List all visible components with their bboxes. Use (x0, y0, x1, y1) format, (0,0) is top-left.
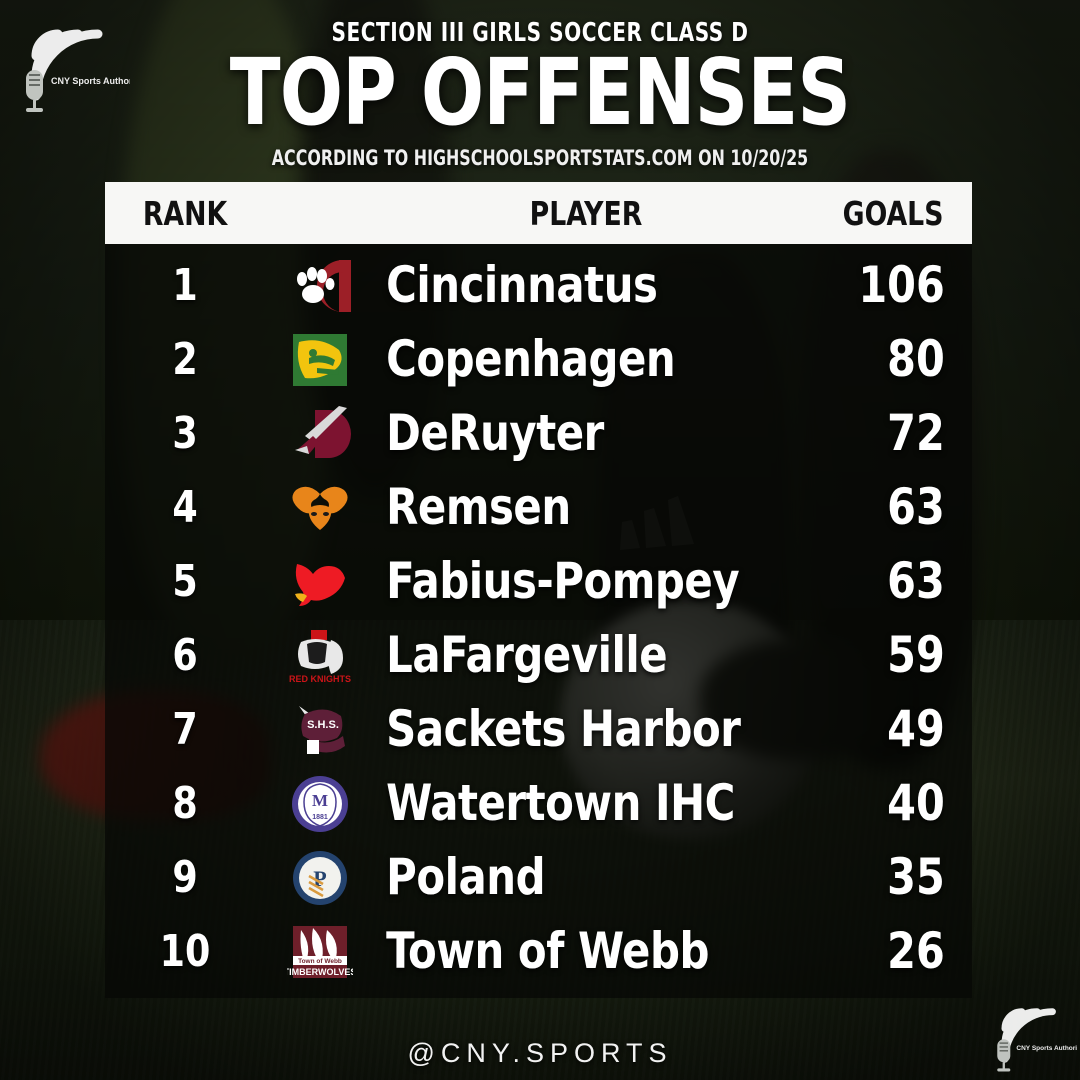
row-goals: 26 (887, 922, 945, 980)
svg-text:M: M (312, 791, 328, 810)
svg-text:Town of Webb: Town of Webb (298, 958, 342, 965)
table-row: 2 Copenhagen 80 (105, 322, 972, 396)
table-row: 4 Remsen 63 (105, 470, 972, 544)
table-row: 7 S.H.S. Sackets Harbor 49 (105, 692, 972, 766)
row-team-logo: P (265, 846, 375, 908)
cincinnatus-lions-logo (297, 260, 351, 312)
row-rank: 3 (172, 407, 198, 459)
row-team-name: Cincinnatus (386, 256, 658, 314)
row-team-logo: Town of Webb TIMBERWOLVES (265, 920, 375, 982)
remsen-rams-logo (292, 486, 348, 530)
row-rank: 10 (159, 925, 211, 977)
svg-text:TIMBERWOLVES: TIMBERWOLVES (287, 967, 353, 977)
header: SECTION III GIRLS SOCCER CLASS D TOP OFF… (0, 18, 1080, 170)
rankings-panel: RANK PLAYER GOALS 1 Cincinnatus 106 2 Cop… (105, 182, 972, 998)
table-row: 8 M 1881 Watertown IHC 40 (105, 766, 972, 840)
row-goals: 40 (887, 774, 945, 832)
row-rank: 6 (172, 629, 198, 681)
row-rank: 8 (172, 777, 198, 829)
page-title: TOP OFFENSES (229, 39, 851, 146)
svg-text:S.H.S.: S.H.S. (307, 719, 339, 731)
row-goals: 59 (887, 626, 945, 684)
row-goals: 63 (887, 552, 945, 610)
row-team-logo (265, 328, 375, 390)
row-team-name: LaFargeville (386, 626, 668, 684)
brand-logo-text-footer: CNY Sports Authority (1016, 1045, 1077, 1052)
row-team-logo (265, 550, 375, 612)
row-team-logo (265, 402, 375, 464)
row-goals: 80 (887, 330, 945, 388)
row-goals: 63 (887, 478, 945, 536)
row-rank: 4 (172, 481, 198, 533)
row-team-name: Fabius-Pompey (386, 552, 740, 610)
row-team-logo (265, 254, 375, 316)
row-team-name: DeRuyter (386, 404, 604, 462)
table-body: 1 Cincinnatus 106 2 Copenhagen 80 3 DeRuy (105, 244, 972, 998)
column-header-player: PLAYER (529, 193, 643, 233)
sackets-harbor-logo: S.H.S. (299, 706, 345, 754)
row-goals: 106 (858, 256, 945, 314)
fabius-pompey-falcons-logo (295, 564, 345, 606)
table-row: 1 Cincinnatus 106 (105, 248, 972, 322)
row-goals: 72 (887, 404, 945, 462)
row-team-name: Sackets Harbor (386, 700, 741, 758)
row-team-logo: M 1881 (265, 772, 375, 834)
deruyter-rockets-logo (295, 406, 351, 458)
row-team-name: Watertown IHC (386, 774, 735, 832)
copenhagen-knights-logo (293, 334, 347, 386)
row-goals: 49 (887, 700, 945, 758)
row-team-logo: S.H.S. (265, 698, 375, 760)
svg-text:P: P (313, 866, 326, 891)
row-rank: 2 (172, 333, 198, 385)
header-source-note: ACCORDING TO HIGHSCHOOLSPORTSTATS.COM ON… (271, 146, 809, 171)
column-header-goals: GOALS (842, 193, 944, 233)
watertown-ihc-crest-logo: M 1881 (292, 776, 348, 832)
row-team-logo (265, 476, 375, 538)
brand-logo-text: CNY Sports Authority (51, 76, 130, 86)
table-header-row: RANK PLAYER GOALS (105, 182, 972, 244)
table-row: 6 RED KNIGHTS LaFargeville 59 (105, 618, 972, 692)
column-header-rank: RANK (142, 193, 228, 233)
table-row: 5 Fabius-Pompey 63 (105, 544, 972, 618)
row-team-name: Town of Webb (386, 922, 709, 980)
footer-handle: @CNY.SPORTS (407, 1038, 673, 1068)
row-goals: 35 (887, 848, 945, 906)
row-rank: 7 (172, 703, 198, 755)
table-row: 10 Town of Webb TIMBERWOLVES Town of Web… (105, 914, 972, 988)
row-team-name: Poland (386, 848, 546, 906)
table-row: 3 DeRuyter 72 (105, 396, 972, 470)
row-team-logo: RED KNIGHTS (265, 624, 375, 686)
cny-sports-authority-logo-icon: CNY Sports Authority (26, 29, 130, 112)
microphone-icon (26, 70, 43, 112)
cny-sports-authority-logo-icon-footer: CNY Sports Authority (997, 1008, 1077, 1072)
row-rank: 1 (172, 259, 198, 311)
microphone-icon-footer (997, 1039, 1011, 1072)
row-team-name: Remsen (386, 478, 571, 536)
town-of-webb-timberwolves-logo: Town of Webb TIMBERWOLVES (287, 926, 353, 978)
lafargeville-red-knights-logo: RED KNIGHTS (289, 630, 351, 684)
row-rank: 5 (172, 555, 198, 607)
table-row: 9 P Poland 35 (105, 840, 972, 914)
svg-text:RED KNIGHTS: RED KNIGHTS (289, 674, 351, 684)
svg-text:1881: 1881 (312, 814, 328, 821)
row-team-name: Copenhagen (386, 330, 676, 388)
header-kicker: SECTION III GIRLS SOCCER CLASS D (331, 18, 749, 48)
poland-seal-logo: P (293, 851, 347, 905)
row-rank: 9 (172, 851, 198, 903)
